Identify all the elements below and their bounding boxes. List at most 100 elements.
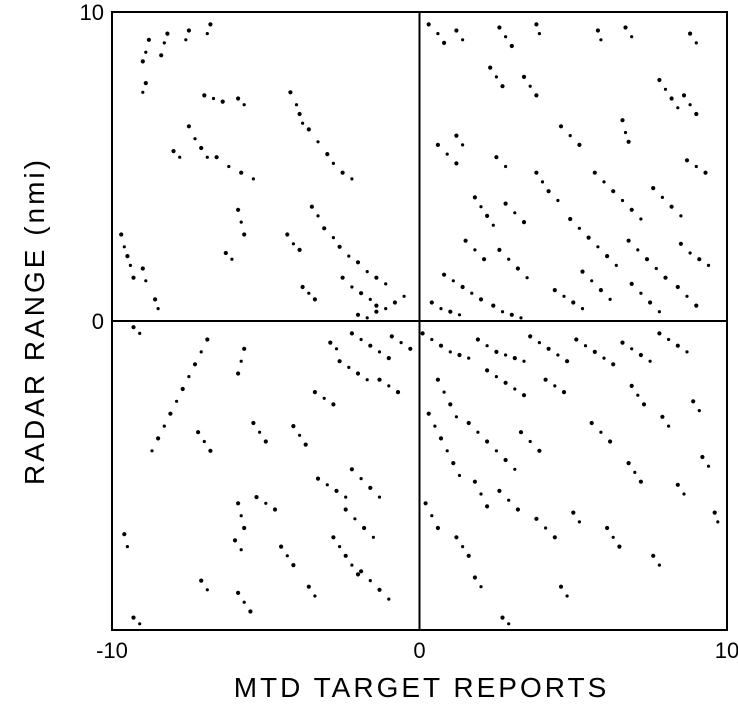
target-report-point [552, 288, 557, 293]
target-report-point [466, 553, 471, 558]
target-report-point [636, 248, 640, 252]
target-report-point [128, 263, 132, 267]
target-track [186, 124, 209, 159]
target-report-point [362, 525, 367, 531]
target-report-point [426, 22, 431, 27]
target-report-point [156, 307, 160, 311]
target-track [214, 155, 255, 181]
target-track [620, 118, 631, 144]
target-report-point [377, 587, 382, 592]
target-report-point [131, 615, 136, 620]
target-report-point [429, 300, 434, 305]
target-report-point [528, 84, 532, 88]
target-report-point [420, 331, 425, 336]
target-track [475, 337, 526, 363]
target-report-point [236, 590, 241, 596]
target-report-point [651, 186, 656, 191]
target-report-point [676, 106, 680, 110]
target-report-point [232, 538, 238, 543]
tick-labels: -10 0 10 10 0 [80, 0, 738, 663]
target-report-point [454, 535, 459, 540]
data-marks [119, 22, 720, 626]
target-report-point [528, 439, 532, 444]
target-report-point [344, 495, 348, 499]
target-report-point [504, 164, 508, 169]
target-track [254, 495, 278, 512]
target-track [420, 331, 471, 360]
target-report-point [460, 284, 465, 290]
target-report-point [500, 310, 505, 314]
target-report-point [125, 254, 130, 259]
target-report-point [684, 158, 690, 163]
target-report-point [611, 362, 616, 367]
target-report-point [630, 35, 634, 39]
target-report-point [494, 375, 498, 379]
target-track [592, 170, 643, 221]
target-report-point [368, 485, 373, 490]
target-report-point [583, 344, 588, 348]
target-report-point [205, 588, 209, 592]
target-report-point [626, 139, 631, 144]
target-report-point [543, 377, 548, 382]
target-report-point [402, 294, 406, 298]
target-report-point [546, 189, 551, 194]
target-report-point [205, 31, 209, 36]
target-report-point [503, 380, 508, 385]
target-report-point [565, 594, 569, 598]
target-track [153, 297, 160, 311]
target-report-point [648, 300, 653, 305]
target-track [657, 331, 689, 354]
target-report-point [251, 420, 256, 426]
target-report-point [328, 340, 333, 345]
target-report-point [125, 545, 129, 549]
target-report-point [242, 346, 247, 351]
target-report-point [638, 352, 644, 358]
target-report-point [488, 65, 493, 70]
target-track [629, 383, 647, 407]
target-report-point [408, 346, 413, 351]
target-track [300, 284, 317, 302]
target-track [660, 414, 671, 428]
target-track [355, 309, 379, 320]
target-report-point [368, 297, 372, 301]
target-report-point [479, 585, 483, 589]
target-track [315, 476, 348, 499]
target-report-point [426, 411, 431, 416]
x-tick-label: 0 [413, 638, 425, 663]
target-report-point [306, 127, 311, 132]
target-report-point [196, 430, 201, 435]
target-track [429, 300, 462, 317]
target-report-point [165, 31, 170, 36]
target-track [236, 590, 253, 614]
target-report-point [291, 563, 296, 568]
target-track [543, 377, 567, 395]
target-report-point [682, 492, 686, 496]
target-track [232, 538, 243, 552]
target-report-point [599, 430, 603, 434]
target-report-point [355, 371, 361, 376]
target-track [494, 155, 508, 169]
target-report-point [227, 164, 231, 169]
target-report-point [331, 535, 336, 540]
target-report-point [611, 535, 615, 539]
target-report-point [651, 553, 656, 558]
target-report-point [574, 337, 579, 342]
target-report-point [706, 263, 711, 267]
target-report-point [663, 87, 668, 91]
target-report-point [285, 554, 289, 558]
target-track [454, 28, 465, 42]
target-report-point [347, 365, 351, 369]
target-report-point [660, 195, 665, 199]
target-report-point [144, 279, 148, 283]
target-report-point [466, 420, 471, 426]
target-report-point [309, 204, 314, 209]
target-report-point [586, 235, 591, 240]
target-report-point [325, 152, 330, 157]
target-report-point [386, 356, 391, 361]
target-report-point [350, 177, 354, 181]
target-report-point [294, 103, 299, 107]
target-track [558, 584, 569, 598]
target-report-point [438, 343, 444, 348]
target-report-point [669, 204, 674, 209]
target-track [279, 544, 296, 568]
